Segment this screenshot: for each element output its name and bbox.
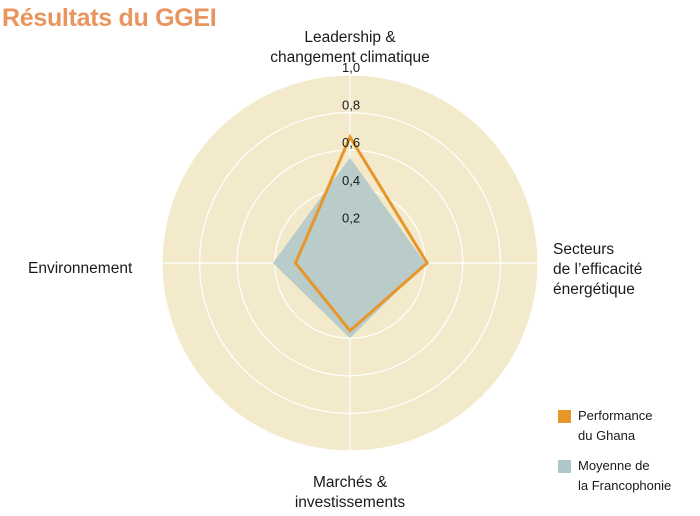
tick-label-0: 0,2 bbox=[342, 210, 360, 225]
tick-label-4: 1,0 bbox=[342, 60, 360, 75]
legend-swatch-francophonie bbox=[558, 460, 571, 473]
axis-label-marches: Marchés & investissements bbox=[294, 474, 406, 511]
series-francophonie-polygon bbox=[272, 157, 426, 339]
axis-label-environnement: Environnement bbox=[28, 260, 133, 277]
axis-label-efficacite: Secteurs de l’efficacité énergétique bbox=[553, 241, 643, 298]
tick-label-3: 0,8 bbox=[342, 98, 360, 113]
tick-label-1: 0,4 bbox=[342, 173, 360, 188]
tick-label-2: 0,6 bbox=[342, 135, 360, 150]
axis-label-leadership: Leadership & changement climatique bbox=[270, 29, 430, 66]
chart-title: Résultats du GGEI bbox=[2, 4, 217, 32]
legend-swatch-ghana bbox=[558, 410, 571, 423]
legend-item-francophonie: Moyenne de la Francophonie bbox=[558, 456, 671, 496]
legend-item-ghana: Performance du Ghana bbox=[558, 406, 671, 446]
legend: Performance du Ghana Moyenne de la Franc… bbox=[558, 406, 671, 506]
tick-labels: 0,2 0,4 0,6 0,8 1,0 bbox=[342, 60, 360, 225]
series-ghana-polygon bbox=[293, 133, 430, 333]
